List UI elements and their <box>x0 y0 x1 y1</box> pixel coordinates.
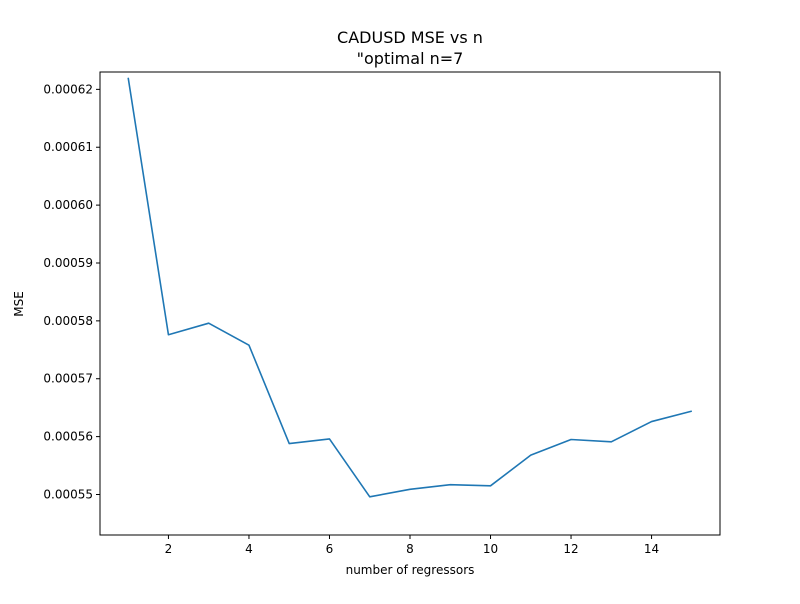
x-tick-label: 4 <box>245 542 253 556</box>
x-tick-label: 2 <box>165 542 173 556</box>
x-tick-label: 8 <box>406 542 414 556</box>
y-tick-label: 0.00057 <box>43 372 93 386</box>
plot-frame <box>99 71 721 536</box>
x-tick-label: 6 <box>326 542 334 556</box>
series-line <box>127 77 693 498</box>
x-axis-ticks: 2 4 6 8 10 12 14 <box>165 535 659 556</box>
y-axis-ticks: 0.00055 0.00056 0.00057 0.00058 0.00059 0.000… <box>43 82 100 501</box>
y-tick-label: 0.00055 <box>43 487 93 501</box>
chart-subtitle: "optimal n=7 <box>357 49 464 68</box>
y-tick-label: 0.00061 <box>43 140 93 154</box>
x-axis-label: number of regressors <box>346 563 475 577</box>
x-tick-label: 12 <box>563 542 578 556</box>
x-tick-label: 10 <box>483 542 498 556</box>
series-layer <box>127 77 693 498</box>
chart-title: CADUSD MSE vs n <box>337 28 483 47</box>
plot-area <box>100 72 720 535</box>
x-tick-label: 14 <box>644 542 659 556</box>
y-tick-label: 0.00059 <box>43 256 93 270</box>
y-tick-label: 0.00056 <box>43 430 93 444</box>
y-tick-label: 0.00062 <box>43 82 93 96</box>
y-axis-label: MSE <box>12 291 26 317</box>
y-tick-label: 0.00058 <box>43 314 93 328</box>
y-tick-label: 0.00060 <box>43 198 93 212</box>
